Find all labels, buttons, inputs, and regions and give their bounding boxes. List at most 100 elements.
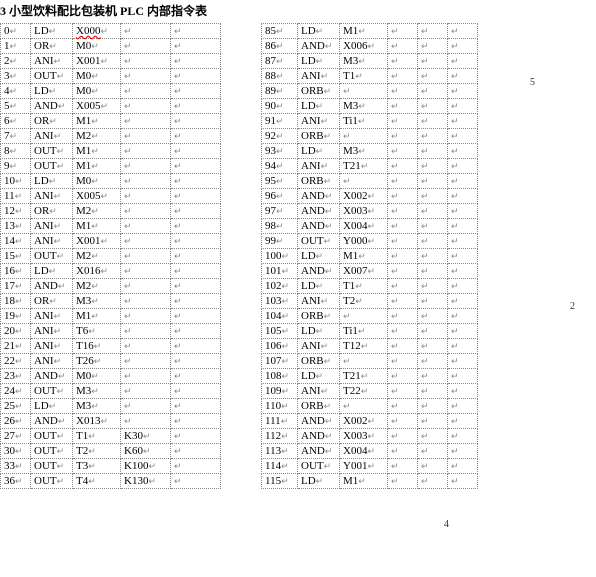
table-row: 104↵ORB↵↵↵↵↵ (262, 309, 478, 324)
cell-line: 2↵ (1, 54, 31, 69)
cell-arg: Ti1↵ (340, 114, 388, 129)
table-row: 111↵AND↵X002↵↵↵↵ (262, 414, 478, 429)
cell-line: 11↵ (1, 189, 31, 204)
table-row: 9↵OUT↵M1↵↵↵ (1, 159, 221, 174)
cell-pad: ↵ (418, 444, 448, 459)
cell-pad: ↵ (171, 459, 221, 474)
cell-line: 88↵ (262, 69, 298, 84)
cell-arg: T22↵ (340, 384, 388, 399)
cell-extra: ↵ (388, 384, 418, 399)
cell-pad: ↵ (418, 144, 448, 159)
cell-op: OUT↵ (31, 159, 73, 174)
cell-line: 4↵ (1, 84, 31, 99)
cell-arg: X005↵ (73, 189, 121, 204)
cell-line: 33↵ (1, 459, 31, 474)
cell-extra: ↵ (121, 324, 171, 339)
cell-pad: ↵ (418, 219, 448, 234)
cell-pad: ↵ (418, 399, 448, 414)
cell-arg: ↵ (340, 399, 388, 414)
annotation-3: 4 (444, 519, 449, 530)
cell-extra: ↵ (121, 84, 171, 99)
cell-pad: ↵ (171, 174, 221, 189)
cell-extra: ↵ (121, 294, 171, 309)
table-row: 112↵AND↵X003↵↵↵↵ (262, 429, 478, 444)
cell-op: OUT↵ (31, 384, 73, 399)
cell-pad: ↵ (418, 459, 448, 474)
cell-op: OUT↵ (298, 234, 340, 249)
cell-pad: ↵ (418, 204, 448, 219)
cell-pad2: ↵ (448, 39, 478, 54)
cell-extra: ↵ (121, 159, 171, 174)
cell-pad: ↵ (418, 279, 448, 294)
cell-pad: ↵ (171, 204, 221, 219)
cell-arg: X003↵ (340, 204, 388, 219)
cell-op: ANI↵ (31, 129, 73, 144)
cell-arg: M2↵ (73, 279, 121, 294)
cell-pad2: ↵ (448, 219, 478, 234)
cell-arg: M1↵ (73, 114, 121, 129)
table-row: 6↵OR↵M1↵↵↵ (1, 114, 221, 129)
cell-extra: ↵ (388, 264, 418, 279)
cell-extra: ↵ (388, 24, 418, 39)
cell-arg: M0↵ (73, 69, 121, 84)
cell-pad: ↵ (171, 339, 221, 354)
cell-line: 107↵ (262, 354, 298, 369)
cell-op: OUT↵ (31, 144, 73, 159)
cell-line: 94↵ (262, 159, 298, 174)
cell-pad: ↵ (418, 474, 448, 489)
cell-pad: ↵ (171, 264, 221, 279)
cell-arg: T1↵ (340, 279, 388, 294)
cell-pad: ↵ (171, 54, 221, 69)
table-row: 88↵ANI↵T1↵↵↵↵ (262, 69, 478, 84)
cell-pad: ↵ (418, 384, 448, 399)
cell-pad2: ↵ (448, 234, 478, 249)
cell-line: 105↵ (262, 324, 298, 339)
table-row: 33↵OUT↵T3↵K100↵↵ (1, 459, 221, 474)
cell-arg: T2↵ (73, 444, 121, 459)
cell-op: LD↵ (298, 249, 340, 264)
table-row: 20↵ANI↵T6↵↵↵ (1, 324, 221, 339)
cell-op: ORB↵ (298, 354, 340, 369)
cell-line: 27↵ (1, 429, 31, 444)
cell-pad: ↵ (418, 129, 448, 144)
cell-pad: ↵ (418, 189, 448, 204)
cell-pad2: ↵ (448, 99, 478, 114)
table-row: 14↵ANI↵X001↵↵↵ (1, 234, 221, 249)
cell-pad2: ↵ (448, 429, 478, 444)
cell-extra: ↵ (121, 54, 171, 69)
cell-op: ANI↵ (31, 354, 73, 369)
cell-pad: ↵ (171, 444, 221, 459)
cell-op: OUT↵ (31, 444, 73, 459)
cell-pad: ↵ (418, 414, 448, 429)
cell-pad: ↵ (418, 309, 448, 324)
table-row: 24↵OUT↵M3↵↵↵ (1, 384, 221, 399)
table-row: 97↵AND↵X003↵↵↵↵ (262, 204, 478, 219)
cell-op: ANI↵ (31, 339, 73, 354)
cell-extra: ↵ (388, 174, 418, 189)
cell-extra: ↵ (121, 399, 171, 414)
cell-op: AND↵ (31, 414, 73, 429)
cell-extra: ↵ (388, 369, 418, 384)
cell-extra: ↵ (388, 324, 418, 339)
table-row: 100↵LD↵M1↵↵↵↵ (262, 249, 478, 264)
cell-arg: M0↵ (73, 39, 121, 54)
cell-line: 1↵ (1, 39, 31, 54)
cell-line: 97↵ (262, 204, 298, 219)
table-row: 30↵OUT↵T2↵K60↵↵ (1, 444, 221, 459)
cell-op: OR↵ (31, 114, 73, 129)
cell-extra: ↵ (388, 249, 418, 264)
cell-arg: M1↵ (73, 144, 121, 159)
cell-pad2: ↵ (448, 204, 478, 219)
cell-line: 20↵ (1, 324, 31, 339)
cell-pad: ↵ (171, 369, 221, 384)
cell-line: 8↵ (1, 144, 31, 159)
cell-pad2: ↵ (448, 84, 478, 99)
cell-pad: ↵ (418, 354, 448, 369)
cell-pad: ↵ (171, 144, 221, 159)
table-row: 22↵ANI↵T26↵↵↵ (1, 354, 221, 369)
table-row: 102↵LD↵T1↵↵↵↵ (262, 279, 478, 294)
cell-arg: Y000↵ (340, 234, 388, 249)
cell-pad: ↵ (171, 279, 221, 294)
cell-pad: ↵ (171, 234, 221, 249)
cell-pad2: ↵ (448, 54, 478, 69)
